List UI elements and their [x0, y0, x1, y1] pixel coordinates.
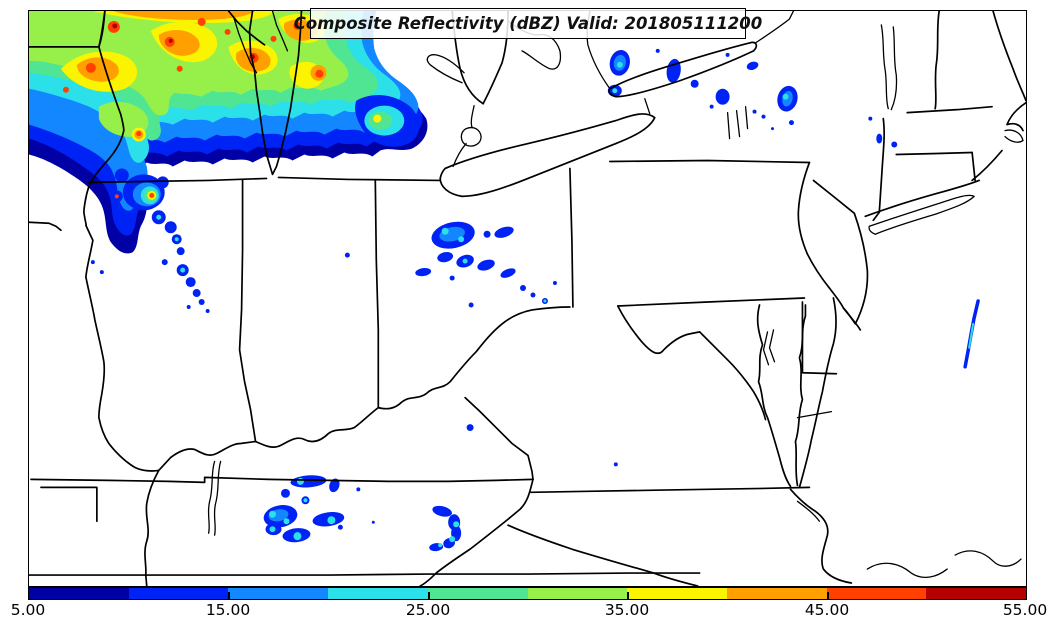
north-carolina-south-carolina-border [507, 524, 699, 586]
carolina-coast-squiggle [866, 562, 948, 579]
radar-echoes [29, 11, 980, 552]
kentucky-virginia-border [464, 396, 534, 481]
colorbar-tick-mark [228, 592, 230, 599]
virginia-north-carolina-border [530, 486, 811, 494]
colorbar-segment-7 [726, 588, 827, 599]
chesapeake-bay-west-shore [756, 304, 792, 488]
colorbar-segment-4 [427, 588, 528, 599]
new-jersey-coast [842, 212, 869, 325]
long-island [868, 194, 975, 235]
map-title-box: Composite Reflectivity (dBZ) Valid: 2018… [294, 8, 762, 39]
vermont-new-hampshire-border [934, 11, 941, 110]
indiana-ohio-border [374, 179, 380, 409]
green-bay-shore [232, 16, 258, 74]
wisconsin-illinois-border [88, 177, 268, 184]
mason-dixon-line [616, 297, 806, 307]
chesapeake-bay-east-shore [794, 304, 807, 487]
colorbar-segment-2 [228, 588, 329, 599]
southern-new-england-coast [971, 149, 1003, 182]
map-svg [29, 11, 1026, 586]
iowa-missouri-border [29, 221, 62, 232]
storm-new-york [607, 48, 898, 148]
colorbar-tick-mark [627, 592, 629, 599]
new-england-coast [1006, 101, 1026, 132]
storm-trailing-cells [90, 168, 210, 313]
saginaw-bay [426, 54, 465, 84]
illinois-indiana-border [238, 178, 257, 443]
pamlico-sound [796, 500, 821, 522]
tennessee-southern-border [29, 572, 701, 576]
finger-lakes [726, 106, 749, 140]
lake-ontario [608, 41, 758, 98]
michigan-indiana-ohio-border [277, 176, 442, 182]
tennessee-river [207, 460, 216, 534]
st-lawrence-river [754, 11, 795, 44]
colorbar-tick-label: 25.00 [405, 601, 451, 619]
colorbar-segment-1 [128, 588, 229, 599]
niagara-river [644, 98, 651, 115]
map-canvas [28, 10, 1027, 587]
door-peninsula [271, 11, 289, 52]
colorbar-segment-0 [29, 588, 129, 599]
west-virginia-potomac-border [616, 305, 767, 421]
ohio-pennsylvania-border [569, 167, 574, 308]
colorbar-segment-5 [527, 588, 628, 599]
delaware-borders [801, 301, 838, 375]
lakes [232, 11, 898, 198]
coastlines [756, 101, 1026, 584]
lake-champlain [880, 24, 898, 111]
massachusetts-south-border [895, 151, 973, 156]
mississippi-river-upper [83, 11, 160, 472]
mississippi-river-lower [144, 469, 160, 586]
colorbar [28, 587, 1027, 600]
new-york-new-jersey-border [812, 179, 856, 215]
ohio-river [157, 306, 571, 472]
long-island-sound-shore [864, 179, 980, 218]
map-title: Composite Reflectivity (dBZ) Valid: 2018… [293, 14, 763, 33]
colorbar-tick-mark [428, 592, 430, 599]
colorbar-segment-8 [826, 588, 927, 599]
colorbar-segment-6 [627, 588, 727, 599]
colorbar-tick-label: 5.00 [10, 601, 46, 619]
connecticut-rhode-island-border [971, 151, 976, 182]
tennessee-river-2 [213, 460, 222, 536]
massachusetts-north-border [906, 105, 993, 114]
storm-atlantic-streak [963, 299, 980, 369]
delmarva-atlantic-coast [798, 297, 837, 489]
colorbar-tick-label: 35.00 [604, 601, 650, 619]
delaware-river-nj-border [797, 161, 862, 331]
colorbar-tick-label: 55.00 [1002, 601, 1048, 619]
lake-erie [439, 113, 656, 198]
missouri-bootheel [40, 486, 98, 523]
appalachian-river-marks [762, 329, 776, 366]
pennsylvania-new-york-border [608, 159, 811, 164]
map-boundaries [29, 11, 1026, 586]
colorbar-segment-3 [328, 588, 428, 599]
colorbar-tick-label: 45.00 [804, 601, 850, 619]
storm-ohio [344, 221, 618, 467]
maryland-virginia-delmarva-line [796, 410, 833, 419]
lake-michigan [248, 11, 303, 176]
new-york-new-england-border [872, 117, 885, 222]
colorbar-tick-label: 15.00 [205, 601, 251, 619]
new-hampshire-maine-border [992, 11, 1026, 102]
carolina-coast-squiggle-2 [954, 550, 1022, 567]
storm-tennessee [263, 475, 462, 552]
st-clair-river [470, 105, 475, 129]
colorbar-tick-mark [827, 592, 829, 599]
virginia-nc-coast [789, 488, 853, 584]
lake-st-clair [460, 126, 482, 147]
colorbar-segment-9 [926, 588, 1027, 599]
kentucky-tennessee-border [30, 476, 534, 484]
cape-cod [1004, 129, 1024, 143]
tennessee-north-carolina-border [419, 478, 534, 586]
